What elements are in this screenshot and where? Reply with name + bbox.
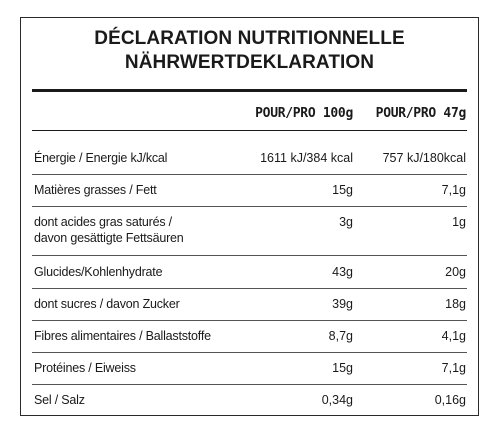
row-value-47g: 7,1g: [441, 183, 466, 197]
row-value-47g: 18g: [445, 297, 466, 311]
row-label-line1: dont acides gras saturés /: [34, 215, 172, 229]
header-divider: [32, 130, 467, 131]
row-value-100g: 15g: [332, 361, 353, 375]
row-value-100g: 39g: [332, 297, 353, 311]
row-label-line2: davon gesättigte Fettsäuren: [34, 231, 184, 245]
row-label: Fibres alimentaires / Ballaststoffe: [34, 329, 211, 343]
row-value-100g: 1611 kJ/384 kcal: [260, 151, 353, 165]
row-divider: [32, 288, 467, 289]
row-divider: [32, 384, 467, 385]
title-divider: [32, 89, 467, 92]
row-value-47g: 20g: [445, 265, 466, 279]
row-label: Énergie / Energie kJ/kcal: [34, 151, 168, 165]
row-value-100g: 3g: [339, 215, 353, 229]
column-header-47g: POUR/PRO 47g: [375, 106, 467, 121]
row-value-47g: 757 kJ/180kcal: [382, 151, 466, 165]
row-value-100g: 0,34g: [321, 393, 353, 407]
row-value-100g: 43g: [332, 265, 353, 279]
row-value-47g: 0,16g: [434, 393, 466, 407]
row-divider: [32, 320, 467, 321]
title-line-de: NÄHRWERTDEKLARATION: [124, 52, 375, 73]
title-line-fr: DÉCLARATION NUTRITIONNELLE: [94, 28, 405, 49]
row-divider: [32, 206, 467, 207]
nutrition-table: DÉCLARATION NUTRITIONNELLE NÄHRWERTDEKLA…: [20, 17, 479, 416]
row-value-47g: 1g: [452, 215, 466, 229]
row-label: Protéines / Eiweiss: [34, 361, 136, 375]
column-header-100g: POUR/PRO 100g: [255, 106, 353, 121]
row-value-100g: 15g: [332, 183, 353, 197]
row-value-47g: 4,1g: [441, 329, 466, 343]
row-divider: [32, 255, 467, 256]
row-label: Sel / Salz: [34, 393, 85, 407]
row-divider: [32, 352, 467, 353]
table-title: DÉCLARATION NUTRITIONNELLE NÄHRWERTDEKLA…: [21, 18, 478, 75]
row-label: Glucides/Kohlenhydrate: [34, 265, 163, 279]
row-label: dont sucres / davon Zucker: [34, 297, 180, 311]
row-value-100g: 8,7g: [328, 329, 353, 343]
row-divider: [32, 174, 467, 175]
row-label: Matières grasses / Fett: [34, 183, 157, 197]
row-label: dont acides gras saturés / davon gesätti…: [34, 214, 184, 246]
row-value-47g: 7,1g: [441, 361, 466, 375]
